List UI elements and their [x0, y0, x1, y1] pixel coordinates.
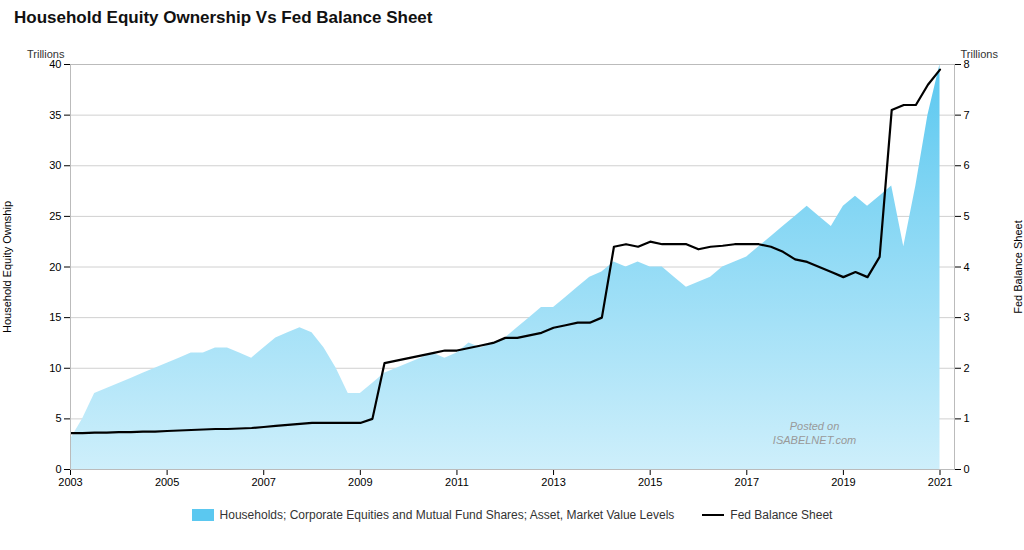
svg-text:2003: 2003 [58, 476, 82, 488]
svg-text:15: 15 [49, 311, 61, 323]
svg-text:35: 35 [49, 109, 61, 121]
svg-text:2005: 2005 [155, 476, 179, 488]
svg-text:0: 0 [55, 463, 61, 475]
svg-text:20: 20 [49, 261, 61, 273]
svg-text:2013: 2013 [541, 476, 565, 488]
svg-text:2019: 2019 [831, 476, 855, 488]
svg-text:Trillions: Trillions [961, 48, 999, 60]
svg-text:25: 25 [49, 210, 61, 222]
svg-text:8: 8 [963, 58, 970, 70]
svg-text:2015: 2015 [638, 476, 662, 488]
svg-text:10: 10 [49, 362, 61, 374]
svg-text:Posted on: Posted on [790, 420, 840, 432]
svg-text:1: 1 [964, 412, 970, 424]
svg-text:4: 4 [964, 261, 970, 273]
html-text:Fed Balance Sheet: Fed Balance Sheet [730, 508, 833, 522]
svg-text:2009: 2009 [348, 476, 372, 488]
svg-text:0: 0 [964, 463, 970, 475]
svg-text:30: 30 [49, 159, 61, 171]
svg-text:ISABELNET.com: ISABELNET.com [773, 434, 856, 446]
html-text:Household Equity Ownership Vs: Household Equity Ownership Vs Fed Balanc… [14, 8, 433, 27]
svg-text:40: 40 [49, 58, 62, 70]
svg-text:7: 7 [964, 109, 970, 121]
svg-text:6: 6 [964, 159, 970, 171]
svg-text:2: 2 [964, 362, 970, 374]
svg-text:3: 3 [964, 311, 970, 323]
html-text:Households; Corporate Equities: Households; Corporate Equities and Mutua… [219, 508, 675, 522]
svg-text:2011: 2011 [445, 476, 469, 488]
svg-text:5: 5 [964, 210, 970, 222]
svg-text:Fed Balance Sheet: Fed Balance Sheet [1012, 220, 1024, 314]
svg-text:2017: 2017 [735, 476, 759, 488]
svg-text:2007: 2007 [251, 476, 275, 488]
svg-text:Household Equity Ownship: Household Equity Ownship [1, 201, 13, 333]
svg-text:5: 5 [55, 412, 61, 424]
svg-text:2021: 2021 [928, 476, 952, 488]
svg-text:Trillions: Trillions [27, 48, 65, 60]
